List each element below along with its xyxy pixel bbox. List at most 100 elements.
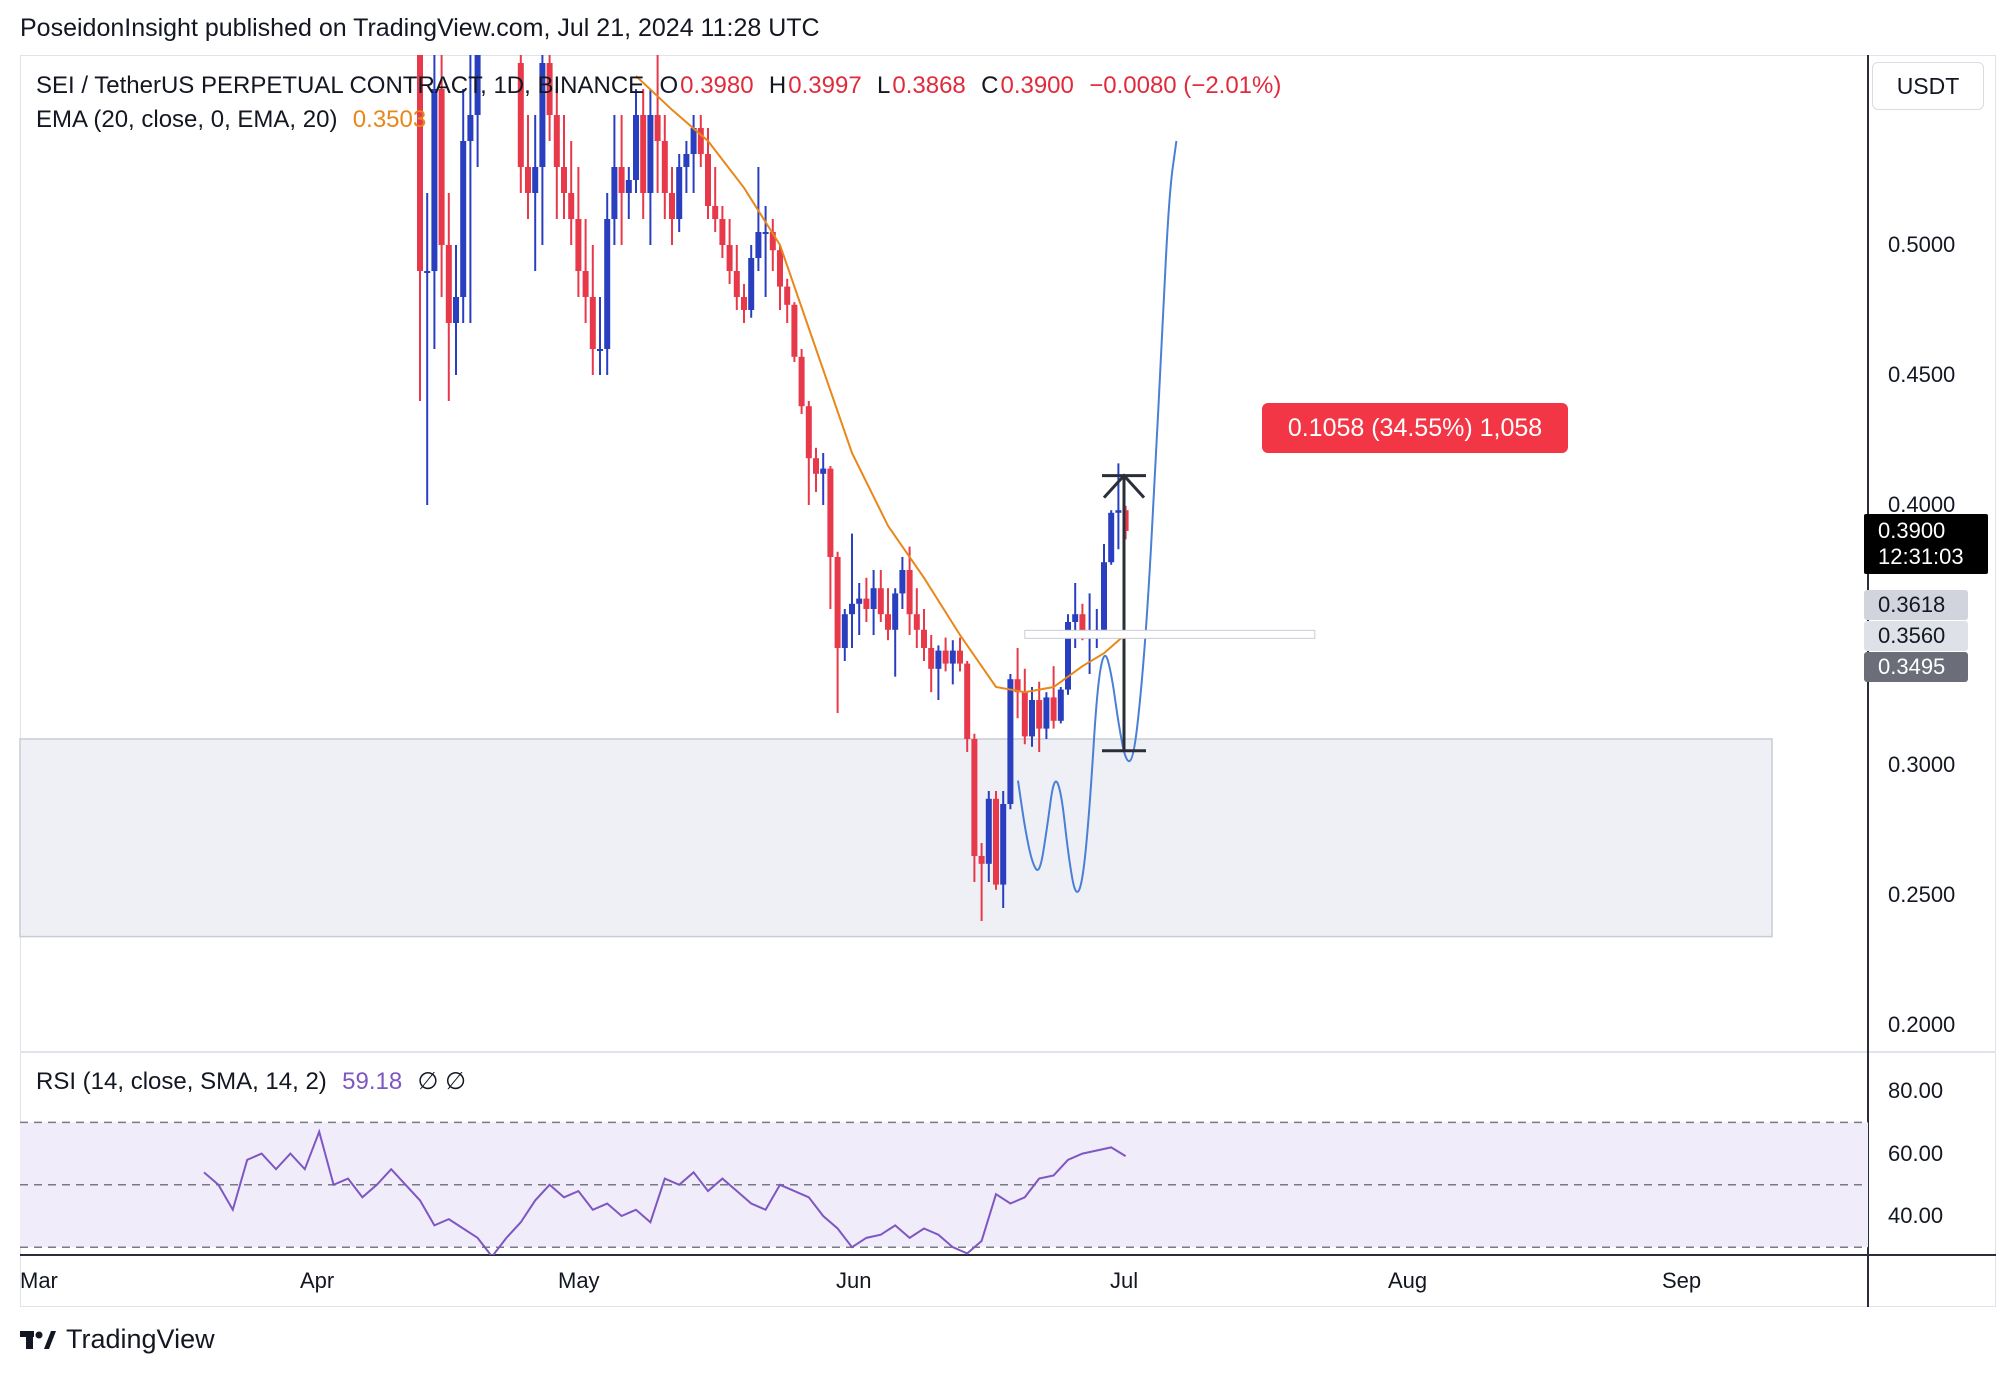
candle-body	[942, 650, 949, 664]
measure-label[interactable]: 0.1058 (34.55%) 1,058	[1262, 403, 1568, 453]
candle-body	[625, 180, 632, 193]
candle-body	[899, 570, 906, 594]
candle-body	[611, 167, 618, 219]
candle-body	[604, 219, 611, 349]
candle-body	[791, 304, 798, 357]
rsi-tick-label: 40.00	[1888, 1203, 1944, 1228]
candle-body	[1021, 692, 1028, 737]
candle-body	[748, 258, 755, 310]
price-tick-label: 0.3000	[1888, 752, 1956, 777]
high-value: 0.3997	[788, 72, 862, 99]
time-tick-label: Mar	[20, 1268, 58, 1293]
candle-body	[1014, 679, 1021, 693]
candle-body	[532, 167, 539, 193]
symbol-name: SEI / TetherUS PERPETUAL CONTRACT, 1D, B…	[36, 72, 645, 99]
candle-body	[453, 297, 459, 323]
candle-body	[849, 603, 855, 615]
candle-body	[546, 63, 553, 115]
rsi-tick-label: 80.00	[1888, 1078, 1944, 1104]
currency-button[interactable]: USDT	[1872, 62, 1984, 110]
candle-body	[957, 650, 963, 664]
candle-body	[1079, 614, 1086, 633]
projection-path	[1017, 140, 1178, 893]
candle-body	[841, 614, 848, 648]
current-price-tag: 0.3900 12:31:03	[1864, 514, 1988, 574]
candle-body	[1115, 510, 1122, 513]
candle-body	[964, 663, 971, 739]
published-line: PoseidonInsight published on TradingView…	[20, 14, 820, 42]
support-zone	[19, 738, 1773, 938]
candle-body	[906, 570, 913, 615]
time-tick-label: Sep	[1662, 1268, 1702, 1293]
candle-body	[1029, 700, 1035, 737]
candle-body	[575, 219, 582, 271]
candle-body	[733, 271, 740, 297]
time-tick-label: May	[558, 1268, 600, 1293]
current-price: 0.3900	[1878, 518, 1946, 543]
candle-body	[438, 89, 445, 245]
candle-body	[1050, 697, 1057, 721]
candle-body	[935, 650, 942, 669]
price-tick-label: 0.2000	[1888, 1012, 1956, 1037]
countdown: 12:31:03	[1878, 544, 1964, 569]
open-label: O	[659, 72, 679, 99]
price-tag-3: 0.3495	[1864, 652, 1968, 682]
candle-body	[669, 193, 675, 219]
candle-body	[1057, 689, 1064, 721]
footer-brand[interactable]: TradingView	[20, 1324, 215, 1355]
candle-body	[762, 232, 769, 234]
ema-legend: EMA (20, close, 0, EMA, 20) 0.3503	[36, 106, 428, 134]
candle-body	[654, 115, 661, 141]
candle-body	[928, 648, 935, 669]
rsi-line	[203, 1128, 1127, 1255]
candle-body	[993, 798, 999, 885]
rsi-legend: RSI (14, close, SMA, 14, 2) 59.18 ∅ ∅	[36, 1067, 468, 1096]
time-tick-label: Aug	[1388, 1268, 1428, 1293]
footer-brand-label: TradingView	[66, 1324, 215, 1354]
price-marker-box	[1024, 629, 1316, 639]
candle-body	[553, 115, 560, 167]
price-tick-label: 0.5000	[1888, 232, 1956, 257]
low-value: 0.3868	[892, 72, 966, 99]
candle-body	[474, 55, 481, 115]
candle-body	[892, 593, 899, 630]
candle-body	[719, 219, 726, 245]
price-tag-2: 0.3560	[1864, 621, 1968, 651]
close-label: C	[981, 72, 999, 99]
candle-body	[445, 245, 452, 323]
rsi-extra: ∅ ∅	[417, 1068, 467, 1095]
symbol-legend: SEI / TetherUS PERPETUAL CONTRACT, 1D, B…	[36, 72, 1283, 100]
price-tag-1: 0.3618	[1864, 590, 1968, 620]
candle-body	[467, 115, 474, 141]
ema-line	[635, 75, 1127, 694]
candle-body	[805, 406, 812, 459]
candle-body	[633, 115, 639, 180]
ema-value: 0.3503	[352, 106, 427, 133]
candle-body	[1072, 614, 1079, 622]
rsi-tick-label: 60.00	[1888, 1140, 1944, 1166]
candle-body	[539, 63, 546, 167]
candle-body	[712, 206, 719, 219]
candle-body	[618, 167, 625, 193]
candle-body	[921, 629, 927, 648]
candle-body	[820, 468, 827, 474]
candle-body	[568, 193, 575, 219]
candle-body	[885, 614, 891, 630]
candle-body	[1101, 562, 1107, 630]
candle-body	[913, 614, 920, 630]
candle-body	[870, 588, 877, 609]
rsi-label: RSI (14, close, SMA, 14, 2)	[36, 1068, 327, 1095]
candle-body	[777, 250, 783, 287]
candle-body	[424, 271, 431, 273]
candle-body	[978, 856, 985, 864]
candle-body	[661, 141, 668, 193]
chart-frame	[20, 55, 1996, 1307]
candle-body	[827, 468, 834, 557]
candle-body	[1007, 679, 1014, 804]
price-tick-label: 0.2500	[1888, 882, 1956, 907]
candle-body	[784, 286, 791, 305]
time-tick-label: Apr	[300, 1268, 335, 1293]
candle-body	[597, 349, 603, 351]
candle-body	[1108, 512, 1115, 563]
